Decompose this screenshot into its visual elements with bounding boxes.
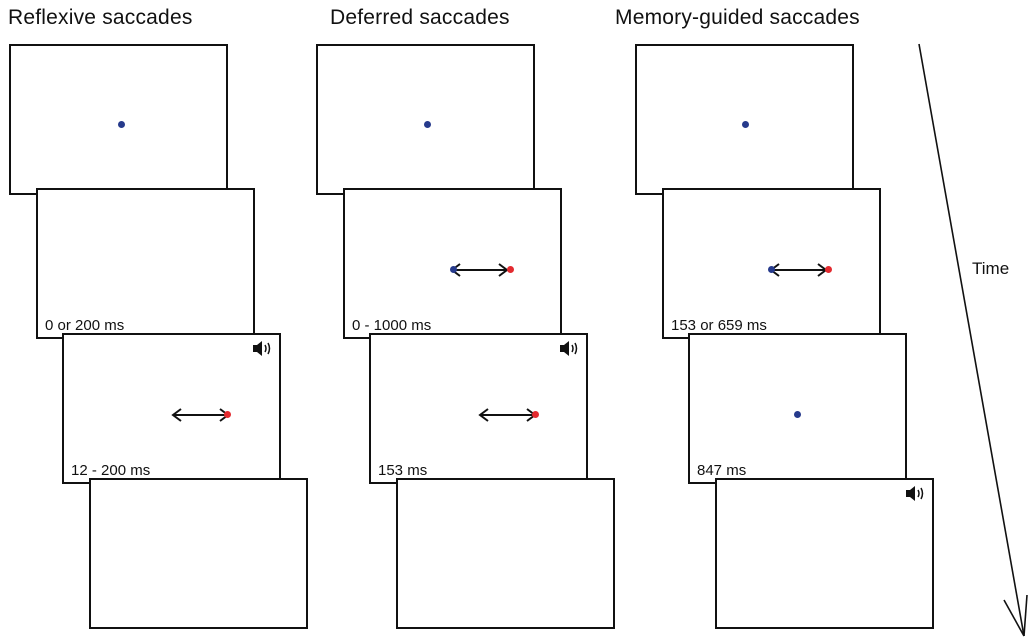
- fixation-dot: [742, 121, 749, 128]
- speaker-icon: [560, 341, 578, 356]
- memory-frame-response: [715, 478, 934, 629]
- deferred-frame-fixation: [316, 44, 535, 195]
- memory-title: Memory-guided saccades: [615, 6, 860, 29]
- duration-label: 847 ms: [697, 462, 747, 479]
- fixation-dot: [768, 266, 775, 273]
- speaker-icon: [253, 341, 271, 356]
- reflexive-title: Reflexive saccades: [8, 6, 193, 29]
- fixation-dot: [450, 266, 457, 273]
- reflexive-frame-blank: [89, 478, 308, 629]
- memory-frame-cue: 153 or 659 ms: [662, 188, 881, 339]
- deferred-title: Deferred saccades: [330, 6, 510, 29]
- duration-label: 0 - 1000 ms: [352, 317, 432, 334]
- fixation-dot: [424, 121, 431, 128]
- reflexive-frame-fixation: [9, 44, 228, 195]
- duration-label: 153 ms: [378, 462, 428, 479]
- target-dot: [224, 411, 231, 418]
- reflexive-frame-target: 12 - 200 ms: [62, 333, 281, 484]
- target-dot: [825, 266, 832, 273]
- time-label: Time: [972, 259, 1010, 278]
- fixation-dot: [794, 411, 801, 418]
- target-dot: [532, 411, 539, 418]
- duration-label: 12 - 200 ms: [71, 462, 151, 479]
- memory-frame-delay: 847 ms: [688, 333, 907, 484]
- deferred-frame-blank: [396, 478, 615, 629]
- fixation-dot: [118, 121, 125, 128]
- duration-label: 153 or 659 ms: [671, 317, 767, 334]
- target-dot: [507, 266, 514, 273]
- speaker-icon: [906, 486, 924, 501]
- duration-label: 0 or 200 ms: [45, 317, 125, 334]
- memory-frame-fixation: [635, 44, 854, 195]
